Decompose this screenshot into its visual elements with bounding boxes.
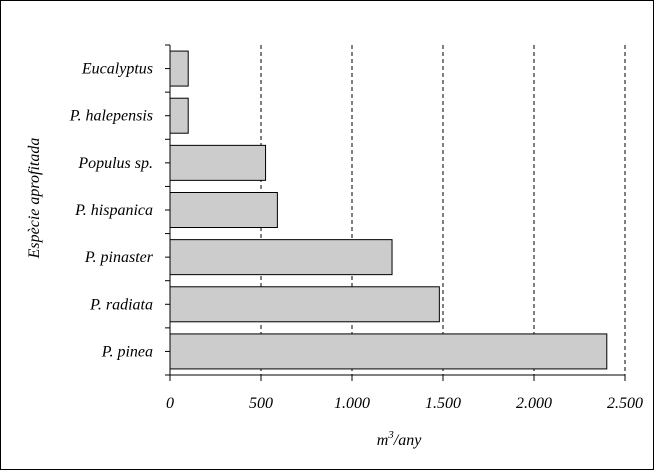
category-label: P. pinea xyxy=(101,343,153,360)
category-label: P. radiata xyxy=(89,296,153,313)
bar-p-hispanica xyxy=(169,192,278,228)
category-label: P. pinaster xyxy=(84,249,154,266)
x-axis-title: m3/any xyxy=(377,429,423,449)
bars-group xyxy=(169,50,608,370)
category-label: Populus sp. xyxy=(77,155,153,172)
x-tick-label: 1.500 xyxy=(425,395,461,412)
axes-group xyxy=(165,44,626,381)
bar-p-pinaster xyxy=(169,239,393,276)
x-tick-label: 2.500 xyxy=(607,395,643,412)
grid-lines xyxy=(260,45,626,375)
x-tick-label: 500 xyxy=(249,395,273,412)
bar-p-pinea xyxy=(169,333,608,370)
bar-populus-sp- xyxy=(169,144,267,181)
bar-p-radiata xyxy=(169,286,440,323)
x-tick-label: 1.000 xyxy=(334,395,370,412)
bar-eucalyptus xyxy=(169,50,189,87)
x-tick-label: 0 xyxy=(166,395,174,412)
x-tick-label: 2.000 xyxy=(516,395,552,412)
tick-labels: 0 500 1.000 1.500 2.000 2.500 xyxy=(166,395,643,412)
category-labels: Eucalyptus P. halepensis Populus sp. P. his… xyxy=(69,61,154,361)
category-label: P. halepensis xyxy=(69,108,153,125)
category-label: Eucalyptus xyxy=(81,61,153,78)
y-axis-title: Espècie aprofitada xyxy=(26,138,43,260)
category-label: P. hispanica xyxy=(74,202,153,219)
bar-p-halepensis xyxy=(169,97,189,134)
